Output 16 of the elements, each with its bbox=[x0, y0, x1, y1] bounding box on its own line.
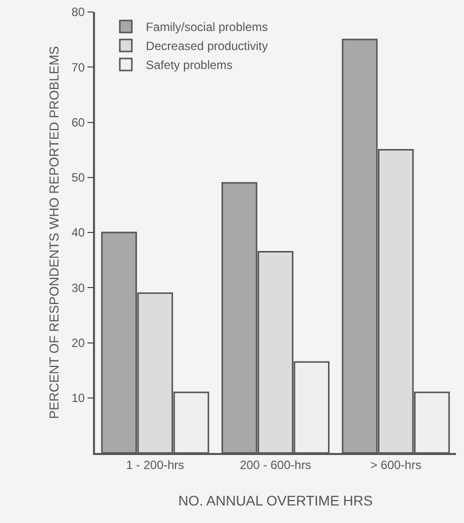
y-tick-label: 50 bbox=[71, 170, 86, 185]
x-tick-label: 200 - 600-hrs bbox=[240, 458, 312, 472]
legend-label: Safety problems bbox=[146, 58, 233, 72]
y-tick-label: 10 bbox=[71, 391, 86, 406]
x-tick-label: > 600-hrs bbox=[370, 458, 422, 472]
y-axis-title: PERCENT OF RESPONDENTS WHO REPORTED PROBLEMS bbox=[46, 46, 62, 419]
legend-label: Family/social problems bbox=[146, 20, 268, 34]
y-tick-label: 60 bbox=[71, 115, 86, 130]
y-tick-label: 70 bbox=[71, 60, 86, 74]
y-tick-label: 30 bbox=[71, 280, 86, 295]
y-tick-label: 40 bbox=[71, 226, 86, 240]
legend-label: Decreased productivity bbox=[146, 39, 268, 54]
y-tick-label: 80 bbox=[71, 5, 86, 20]
y-tick-label: 20 bbox=[71, 336, 86, 350]
x-axis-title: NO. ANNUAL OVERTIME HRS bbox=[178, 492, 373, 508]
x-tick-label: 1 - 200-hrs bbox=[126, 458, 184, 472]
